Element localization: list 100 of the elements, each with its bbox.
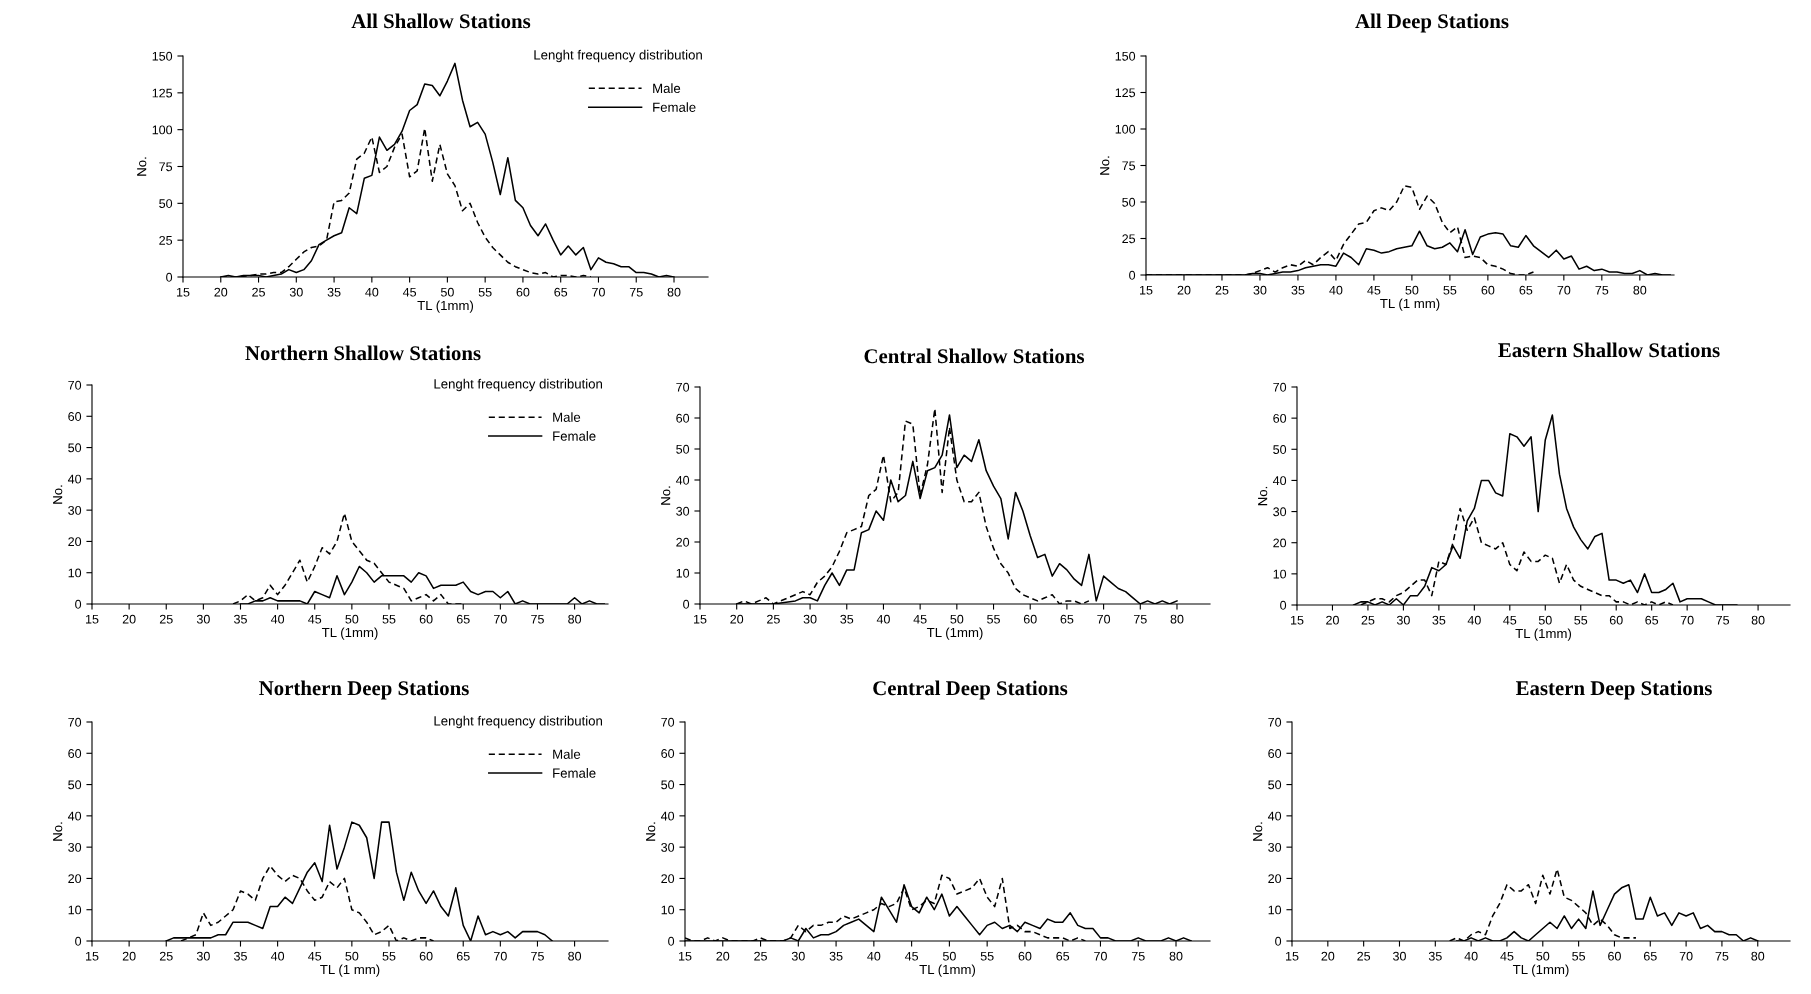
x-tick-label: 60 [516, 287, 530, 297]
y-tick-label: 10 [68, 568, 82, 578]
x-tick-label: 60 [1481, 285, 1495, 295]
y-tick-label: 10 [1268, 905, 1282, 915]
x-tick-label: 50 [950, 614, 964, 624]
x-tick-label: 45 [308, 951, 322, 961]
x-tick-label: 20 [122, 614, 136, 624]
x-tick-label: 35 [840, 614, 854, 624]
y-tick-label: 50 [68, 443, 82, 453]
x-tick-label: 75 [1715, 951, 1729, 961]
x-tick-label: 80 [568, 614, 582, 624]
x-tick-label: 35 [1291, 285, 1305, 295]
x-tick-label: 55 [1574, 615, 1588, 625]
x-tick-label: 35 [1432, 615, 1446, 625]
x-tick-label: 65 [456, 614, 470, 624]
y-tick-label: 30 [1268, 842, 1282, 852]
x-tick-label: 20 [1177, 285, 1191, 295]
y-tick-label: 30 [676, 506, 690, 516]
x-tick-label: 15 [1291, 615, 1304, 625]
x-tick-label: 70 [1094, 951, 1107, 961]
x-tick-label: 45 [913, 614, 927, 624]
x-tick-label: 40 [270, 951, 285, 961]
x-tick-label: 65 [1519, 285, 1533, 295]
y-tick-label: 125 [152, 88, 173, 98]
x-tick-label: 55 [382, 951, 396, 961]
x-tick-label: 25 [767, 614, 780, 624]
y-tick-label: 20 [1268, 874, 1282, 884]
y-tick-label: 50 [661, 780, 675, 790]
x-tick-label: 30 [1396, 615, 1410, 625]
x-tick-label: 75 [1133, 614, 1147, 624]
x-tick-label: 55 [1572, 951, 1586, 961]
x-tick-label: 50 [440, 287, 454, 297]
x-tick-label: 35 [1428, 951, 1442, 961]
x-tick-label: 65 [1060, 614, 1074, 624]
x-tick-label: 15 [679, 951, 692, 961]
y-tick-label: 75 [1122, 161, 1136, 171]
x-tick-label: 70 [494, 614, 507, 624]
y-tick-label: 10 [661, 905, 675, 915]
y-tick-label: 150 [152, 51, 173, 61]
chart-title: Eastern Deep Stations [1515, 680, 1712, 700]
chart-title: Central Shallow Stations [864, 348, 1085, 364]
y-tick-label: 40 [675, 475, 690, 485]
y-tick-label: 0 [1280, 600, 1287, 610]
x-tick-label: 60 [419, 614, 433, 624]
x-tick-label: 80 [568, 951, 582, 961]
x-tick-label: 70 [1097, 614, 1111, 624]
y-tick-label: 0 [166, 272, 173, 282]
x-tick-label: 15 [1286, 951, 1299, 961]
y-axis-title: No. [137, 157, 147, 176]
x-tick-label: 75 [1595, 285, 1609, 295]
x-axis-title: TL (1mm) [321, 627, 378, 640]
x-tick-label: 30 [289, 287, 303, 297]
y-tick-label: 40 [1272, 476, 1287, 486]
y-tick-label: 10 [676, 568, 690, 578]
x-tick-label: 40 [270, 614, 285, 624]
chart-title: Eastern Shallow Stations [1498, 342, 1720, 358]
y-tick-label: 30 [68, 505, 82, 515]
x-tick-label: 75 [1131, 951, 1145, 961]
x-tick-label: 75 [1716, 615, 1730, 625]
x-tick-label: 70 [592, 287, 605, 297]
x-tick-label: 65 [1645, 615, 1659, 625]
x-tick-label: 40 [876, 614, 890, 624]
x-tick-label: 50 [1536, 951, 1550, 961]
y-tick-label: 60 [68, 749, 82, 758]
y-tick-label: 50 [1122, 197, 1136, 207]
x-tick-label: 40 [365, 287, 379, 297]
x-tick-label: 60 [419, 951, 433, 961]
y-tick-label: 0 [1129, 270, 1136, 280]
y-tick-label: 50 [1273, 445, 1287, 454]
y-tick-label: 50 [676, 444, 690, 454]
x-tick-label: 40 [867, 951, 881, 961]
x-tick-label: 60 [1609, 615, 1623, 625]
x-tick-label: 65 [456, 951, 470, 961]
y-tick-label: 0 [75, 936, 82, 946]
y-axis-title: No. [53, 822, 63, 841]
x-tick-label: 35 [829, 951, 843, 961]
y-tick-label: 70 [1268, 717, 1282, 727]
y-tick-label: 20 [68, 537, 82, 547]
y-tick-label: 60 [1268, 749, 1282, 758]
y-tick-label: 70 [661, 717, 675, 727]
x-axis-title: TL (1 mm) [1380, 298, 1440, 311]
x-tick-label: 45 [402, 287, 417, 297]
y-tick-label: 60 [676, 413, 690, 423]
x-tick-label: 45 [1500, 951, 1514, 961]
x-tick-label: 20 [214, 287, 228, 297]
legend-label: Male [553, 412, 581, 422]
x-tick-label: 30 [803, 614, 817, 624]
x-tick-label: 45 [308, 614, 322, 624]
y-tick-label: 70 [68, 717, 82, 727]
x-tick-label: 25 [754, 951, 767, 961]
x-tick-label: 65 [1643, 951, 1657, 961]
y-tick-label: 30 [1273, 507, 1287, 517]
y-axis-title: No. [1100, 156, 1110, 175]
y-tick-label: 20 [68, 874, 82, 884]
x-tick-label: 15 [86, 614, 99, 624]
y-tick-label: 50 [68, 780, 82, 790]
y-axis-title: No. [1253, 822, 1263, 841]
y-tick-label: 40 [67, 811, 82, 821]
x-tick-label: 55 [382, 614, 396, 624]
y-tick-label: 70 [1273, 382, 1287, 392]
